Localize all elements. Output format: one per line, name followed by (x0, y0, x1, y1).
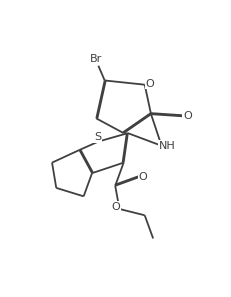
Text: S: S (94, 132, 101, 142)
Text: O: O (111, 202, 120, 212)
Text: Br: Br (90, 54, 102, 64)
Text: O: O (183, 111, 192, 121)
Text: O: O (146, 79, 154, 89)
Text: O: O (139, 172, 147, 182)
Text: NH: NH (158, 141, 175, 151)
